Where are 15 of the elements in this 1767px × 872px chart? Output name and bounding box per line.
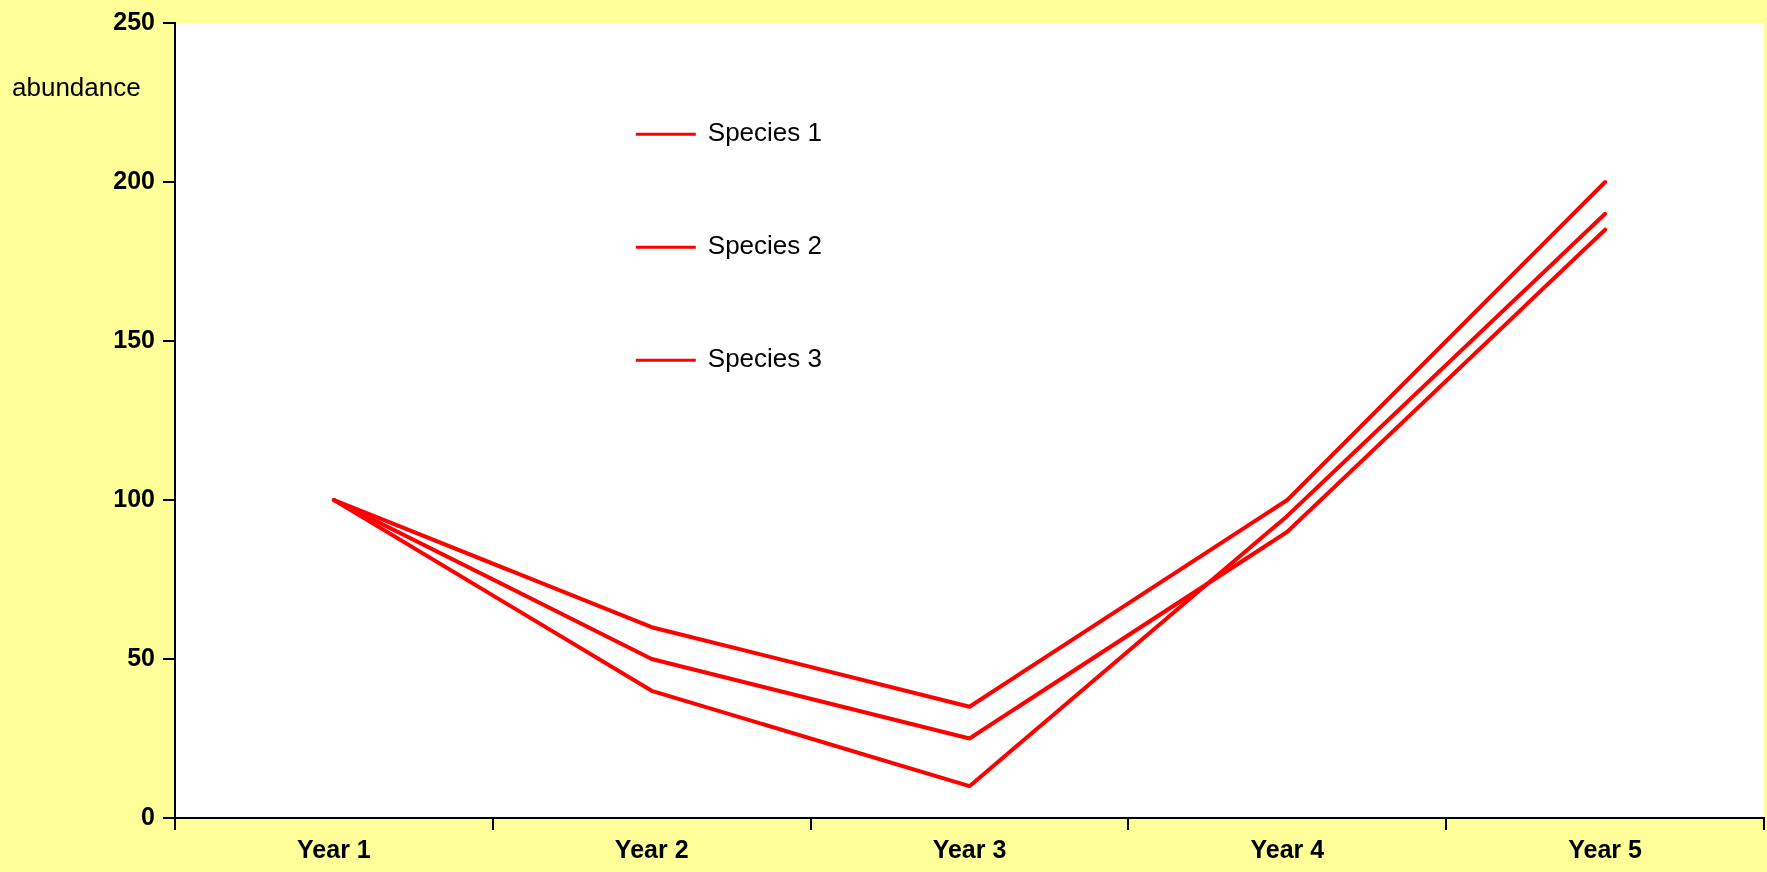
x-tick-label: Year 5 <box>1568 834 1643 863</box>
y-tick-label: 150 <box>113 324 155 353</box>
y-tick-label: 250 <box>113 6 155 35</box>
legend-label: Species 3 <box>707 343 822 374</box>
y-tick-label: 100 <box>113 483 155 512</box>
y-tick-label: 0 <box>141 801 155 830</box>
x-tick-label: Year 1 <box>297 834 371 863</box>
x-tick-label: Year 2 <box>614 834 689 863</box>
legend-label: Species 2 <box>707 230 822 261</box>
legend-label: Species 1 <box>707 117 822 148</box>
x-tick-label: Year 3 <box>932 834 1007 863</box>
y-tick-label: 50 <box>127 642 155 671</box>
x-tick-label: Year 4 <box>1250 834 1325 863</box>
y-tick-label: 200 <box>113 165 155 194</box>
y-axis-title: abundance <box>12 72 141 103</box>
